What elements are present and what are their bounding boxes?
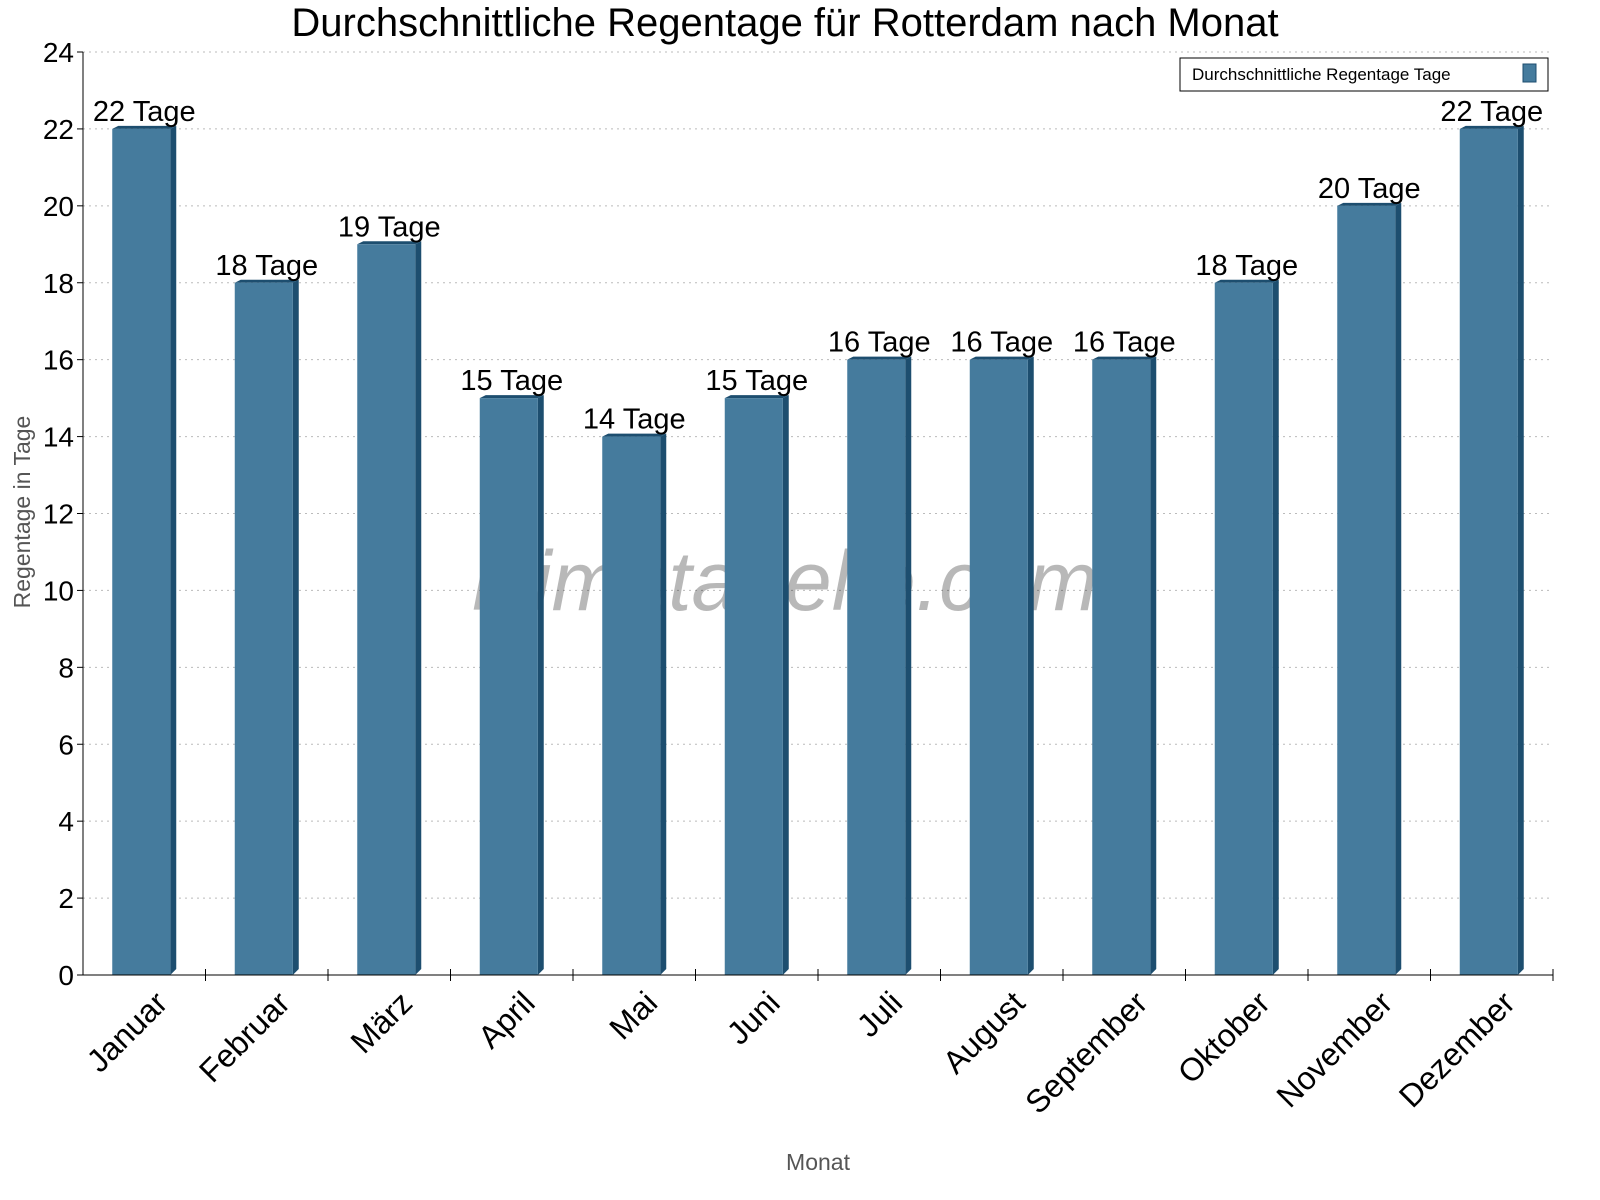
y-axis-label: Regentage in Tage bbox=[9, 416, 35, 609]
bar bbox=[847, 359, 906, 976]
bar-top bbox=[847, 356, 912, 360]
bar-side bbox=[170, 125, 177, 975]
bar-side bbox=[537, 395, 544, 975]
legend-swatch bbox=[1522, 63, 1537, 83]
data-label: 22 Tage bbox=[1440, 96, 1543, 128]
bar-top bbox=[602, 433, 667, 437]
x-tick-label: Februar bbox=[192, 984, 297, 1089]
bar bbox=[479, 398, 538, 975]
y-tick-label: 12 bbox=[43, 499, 74, 530]
bar-top bbox=[1092, 356, 1157, 360]
y-tick-label: 10 bbox=[43, 575, 74, 606]
bar-top bbox=[1459, 125, 1524, 129]
bar bbox=[1214, 282, 1273, 975]
data-label: 15 Tage bbox=[705, 365, 808, 397]
data-label: 19 Tage bbox=[338, 211, 441, 243]
y-tick-label: 4 bbox=[58, 806, 74, 837]
x-tick-label: März bbox=[343, 984, 419, 1060]
x-tick-label: Mai bbox=[602, 984, 664, 1046]
y-tick-label: 20 bbox=[43, 191, 74, 222]
bar bbox=[357, 244, 416, 975]
bar-side bbox=[1517, 125, 1524, 975]
x-tick-label: November bbox=[1269, 984, 1399, 1114]
bar-side bbox=[1150, 356, 1157, 976]
y-tick-label: 0 bbox=[58, 960, 74, 991]
x-tick-label: Juni bbox=[720, 984, 787, 1051]
x-tick-label: Juli bbox=[850, 984, 909, 1043]
bar bbox=[724, 398, 783, 975]
legend-label: Durchschnittliche Regentage Tage bbox=[1192, 65, 1451, 84]
data-label: 14 Tage bbox=[583, 404, 686, 436]
y-tick-label: 24 bbox=[43, 37, 74, 68]
data-label: 18 Tage bbox=[1195, 250, 1298, 282]
data-label: 18 Tage bbox=[215, 250, 318, 282]
bar bbox=[234, 282, 293, 975]
x-tick-label: Oktober bbox=[1171, 984, 1277, 1090]
bars: 22 Tage 18 Tage 19 Tage 15 Tage 14 Tage 15 Ta… bbox=[93, 96, 1543, 976]
y-tick-label: 14 bbox=[43, 422, 74, 453]
y-tick-label: 8 bbox=[58, 652, 74, 683]
bar bbox=[1459, 128, 1518, 975]
bar bbox=[112, 128, 171, 975]
bar-side bbox=[1027, 356, 1034, 976]
y-tick-label: 2 bbox=[58, 883, 74, 914]
bar-side bbox=[782, 395, 789, 975]
bar bbox=[602, 436, 661, 975]
y-tick-label: 16 bbox=[43, 345, 74, 376]
bar-top bbox=[357, 241, 422, 245]
y-tick-label: 22 bbox=[43, 114, 74, 145]
x-axis-label: Monat bbox=[786, 1149, 851, 1175]
bar bbox=[1337, 205, 1396, 976]
x-tick-label: April bbox=[471, 984, 542, 1055]
data-label: 16 Tage bbox=[1073, 327, 1176, 359]
bar-top bbox=[112, 125, 177, 129]
bar-side bbox=[905, 356, 912, 976]
bar bbox=[969, 359, 1028, 976]
data-label: 16 Tage bbox=[828, 327, 931, 359]
bar-top bbox=[969, 356, 1034, 360]
grid-lines bbox=[83, 51, 1553, 899]
bar-top bbox=[1214, 279, 1279, 283]
x-tick-label: Dezember bbox=[1392, 984, 1522, 1114]
bar-side bbox=[1272, 279, 1279, 975]
x-tick-label: August bbox=[936, 984, 1032, 1080]
bar-top bbox=[234, 279, 299, 283]
bar-top bbox=[479, 395, 544, 399]
bar-top bbox=[724, 395, 789, 399]
data-label: 16 Tage bbox=[950, 327, 1053, 359]
y-tick-label: 18 bbox=[43, 268, 74, 299]
legend: Durchschnittliche Regentage Tage bbox=[1179, 57, 1549, 92]
chart-title: Durchschnittliche Regentage für Rotterda… bbox=[291, 1, 1278, 45]
data-label: 15 Tage bbox=[460, 365, 563, 397]
data-label: 22 Tage bbox=[93, 96, 196, 128]
bar-side bbox=[415, 241, 422, 975]
y-tick-label: 6 bbox=[58, 729, 74, 760]
x-tick-label: September bbox=[1018, 984, 1154, 1120]
bar-side bbox=[292, 279, 299, 975]
bar-side bbox=[660, 433, 667, 975]
bar-side bbox=[1395, 202, 1402, 976]
x-tick-label: Januar bbox=[80, 984, 175, 1079]
bar bbox=[1092, 359, 1151, 976]
data-label: 20 Tage bbox=[1318, 173, 1421, 205]
bar-top bbox=[1337, 202, 1402, 206]
